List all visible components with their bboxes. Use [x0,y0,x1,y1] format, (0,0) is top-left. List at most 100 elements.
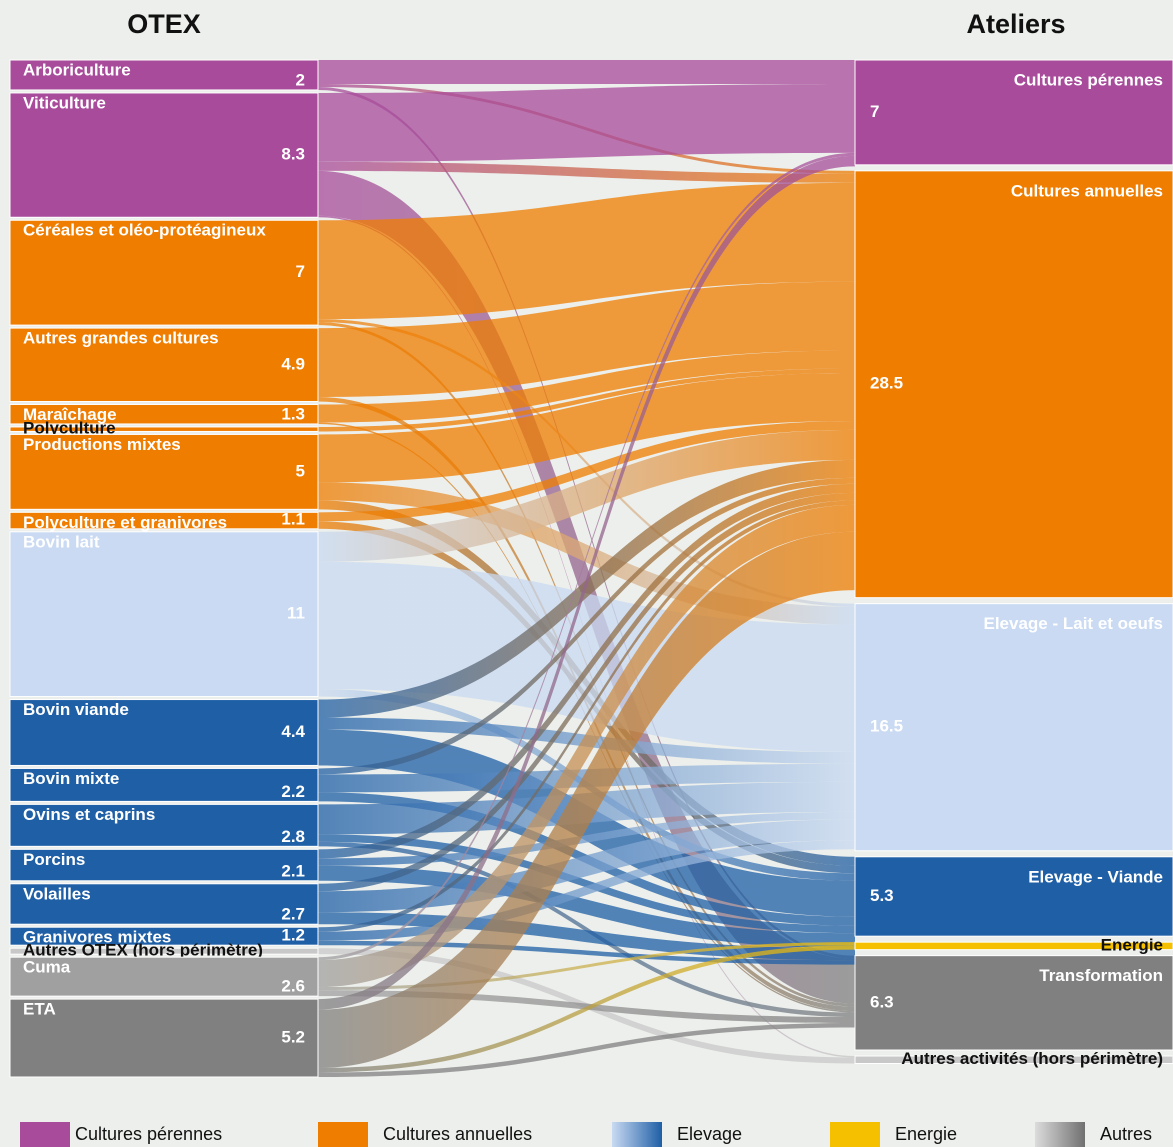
node-value: 5.2 [281,1028,305,1047]
link [318,182,855,320]
node-value: 2.2 [281,782,305,801]
legend-swatch [20,1122,70,1147]
link [318,155,855,1010]
node-value: 4.4 [281,722,305,741]
link [318,373,855,483]
node-label: Bovin viande [23,700,129,719]
node-label: Cultures pérennes [1014,70,1163,89]
node-label: Viticulture [23,93,106,112]
legend-label: Elevage [677,1124,742,1144]
node-value: 1.3 [281,404,305,423]
node [9,403,319,425]
link [318,1023,855,1077]
node-label: Autres activités (hors périmètre) [901,1049,1163,1068]
node-label: Polyculture et granivores [23,513,227,532]
left-title: OTEX [127,9,201,39]
legend-swatch [830,1122,880,1147]
node-value: 28.5 [870,374,903,393]
node [854,59,1173,166]
node [9,767,319,802]
link [318,834,855,934]
link [318,482,855,625]
node-value: 7 [870,102,879,121]
legend-swatch [318,1122,368,1147]
node [9,426,319,432]
link [318,500,855,932]
node-label: Transformation [1039,966,1163,985]
link [318,459,855,718]
node [9,947,319,955]
node-value: 1.2 [281,926,305,945]
legend-label: Cultures pérennes [75,1124,222,1144]
node-value: 16.5 [870,717,903,736]
node-value: 2.8 [281,827,305,846]
link [318,811,855,866]
right-title: Ateliers [966,9,1065,39]
node-label: Productions mixtes [23,435,181,454]
node-value: 5.3 [870,886,894,905]
link [318,60,855,84]
node [9,803,319,847]
link [318,281,855,397]
link [318,561,855,752]
node-label: Arboriculture [23,60,131,79]
link [318,152,855,961]
node [854,170,1173,599]
node-value: 6.3 [870,992,894,1011]
node-value: 8.3 [281,145,305,164]
node [9,998,319,1078]
node [9,219,319,326]
node-label: Polyculture [23,419,116,438]
node-value: 2.1 [281,861,305,880]
node-label: Autres OTEX (hors périmètre) [23,941,263,960]
node-value: 2.7 [281,905,305,924]
node-label: Bovin mixte [23,769,119,788]
link [318,504,855,988]
node [9,956,319,997]
link [318,420,855,522]
node [9,511,319,530]
link [318,319,855,607]
node [9,699,319,766]
link [318,945,855,1073]
link [318,841,855,1018]
node [854,603,1173,852]
link [318,840,855,941]
legend-swatch [612,1122,662,1147]
link [318,161,855,183]
node-label: Céréales et oléo-protéagineux [23,221,266,240]
node [9,327,319,402]
node-label: Cuma [23,958,71,977]
legend-label: Autres [1100,1124,1152,1144]
link [318,83,855,162]
links [318,60,855,1077]
node-label: Porcins [23,850,85,869]
legend-label: Cultures annuelles [383,1124,532,1144]
node-value: 2 [296,70,305,89]
link [318,350,855,423]
node [854,955,1173,1051]
link [318,492,855,892]
node-label: Volailles [23,884,91,903]
node-value: 1.1 [281,509,305,528]
link [318,86,855,959]
link [318,819,855,913]
node-label: Bovin lait [23,532,100,551]
node-label: Elevage - Lait et oeufs [984,614,1164,633]
node-label: Granivores mixtes [23,928,171,947]
link [318,368,855,432]
node-value: 7 [296,262,305,281]
node-label: Elevage - Viande [1028,867,1163,886]
node-label: Maraîchage [23,405,117,424]
node [9,59,319,91]
link [318,483,855,859]
node [9,848,319,882]
node [9,926,319,946]
node [9,883,319,925]
link [318,477,855,775]
link [318,942,855,991]
node-label: Energie [1101,935,1163,954]
legend-swatch [1035,1122,1085,1147]
node-label: Ovins et caprins [23,805,155,824]
